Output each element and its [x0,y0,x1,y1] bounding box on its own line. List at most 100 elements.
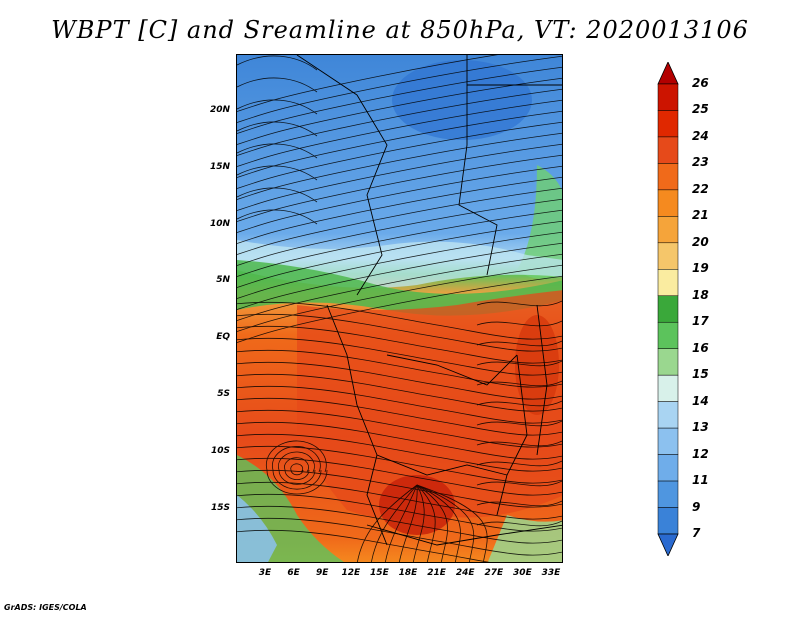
lon-label: 21E [427,568,446,578]
streamline [476,480,562,487]
vortex-streamline [272,446,322,490]
vortex-streamline [290,463,304,476]
vortex-streamline [278,451,316,485]
colorbar-tick-label: 12 [692,446,709,461]
lat-label: EQ [216,332,230,343]
streamline [476,380,562,387]
colorbar-segment [657,216,679,244]
colorbar-segment [657,480,679,508]
colorbar-segment [657,507,679,535]
streamline [237,154,562,223]
streamline [371,484,418,562]
streamline [416,484,461,562]
streamline [237,313,562,352]
streamline [476,420,562,427]
colorbar-tick-label: 22 [692,181,709,196]
streamline [237,493,562,532]
streamline [237,55,562,124]
streamline [237,143,318,159]
cool-se [487,515,562,562]
lon-label: 33E [541,568,561,578]
colorbar-tick-label: 15 [692,367,709,382]
colorbar-tick-label: 7 [692,526,701,540]
streamline [237,349,562,388]
streamline [476,440,562,447]
lon-label: 15E [370,568,389,578]
streamline [385,484,418,562]
hot-core-east [515,315,559,415]
colorbar-tick-label: 17 [692,314,709,329]
colorbar-top-arrow [657,62,679,85]
cool-sw-inner [237,495,277,562]
lon-label: 24E [455,568,475,578]
streamline [413,484,425,562]
colorbar-tick-label: 13 [692,420,709,435]
colorbar-segment [657,295,679,323]
streamline [237,198,562,267]
map-title: WBPT [C] and Sreamline at 850hPa, VT: 20… [51,16,749,44]
streamline [237,77,562,146]
streamline [237,121,318,137]
streamline [237,176,562,245]
lat-label: 15S [210,502,230,513]
colorbar-tick-label: 11 [692,473,709,488]
streamlines [237,55,562,562]
streamline [237,325,562,364]
streamline [237,445,562,484]
colorbar-segment [657,136,679,164]
streamline [237,187,318,203]
lat-label: 20N [209,105,230,115]
colorbar-tick-label: 20 [692,234,709,249]
streamline [237,165,318,181]
streamline [237,529,490,562]
colorbar-tick-label: 23 [692,155,709,170]
colorbar-segment [657,321,679,349]
streamline [237,385,562,424]
streamline [237,433,562,472]
streamline [237,55,318,71]
lon-label: 30E [513,568,532,578]
colorbar-tick-label: 25 [692,102,709,117]
streamline [237,275,562,344]
streamline [237,361,562,400]
colorbar-tick-label: 18 [692,287,709,302]
streamline [237,421,562,460]
streamline [237,397,562,436]
colorbar-tick-label: 26 [692,76,709,90]
lon-label: 6E [287,568,300,578]
streamline [237,165,562,234]
streamline [237,209,562,278]
streamline [476,320,562,327]
streamline [237,264,562,333]
wbpt-streamline-map [237,55,562,562]
lat-label: 5S [217,389,230,399]
streamline [237,220,562,289]
streamline [237,143,562,212]
lat-label: 10S [210,445,230,456]
streamline [416,484,488,562]
streamline [416,484,475,562]
green-band-east [517,165,562,279]
lat-label: 5N [216,275,230,286]
streamline [237,409,562,448]
credit-text: GrADS: IGES/COLA [4,603,87,612]
colorbar-segment [657,242,679,270]
lon-label: 27E [484,568,504,578]
streamline [476,340,562,347]
lat-label: 15N [209,161,230,172]
colorbar [657,62,679,556]
streamline [476,360,562,367]
lon-label: 9E [315,568,329,578]
streamline [237,209,318,225]
colorbar-segment [657,454,679,482]
streamline [237,187,562,256]
colorbar-segment [657,374,679,402]
streamline [476,520,562,527]
colorbar-tick-label: 24 [692,128,709,143]
lon-label: 18E [398,568,418,578]
colorbar-segment [657,401,679,429]
colorbar-bottom-arrow [657,533,679,556]
streamline [237,517,562,556]
streamline [416,484,448,562]
colorbar-segment [657,348,679,376]
